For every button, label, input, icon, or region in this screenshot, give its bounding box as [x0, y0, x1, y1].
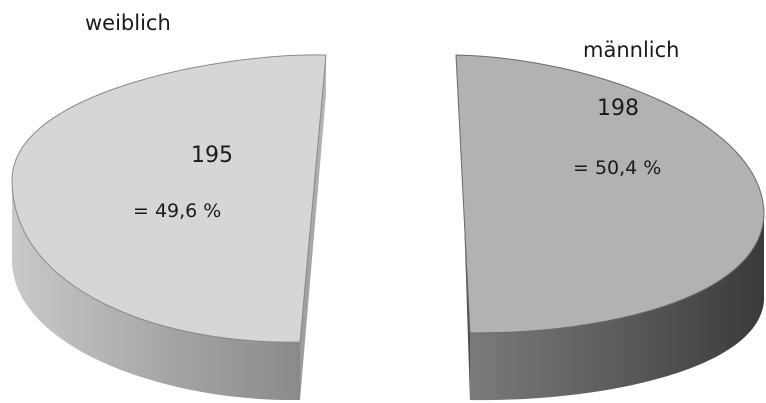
slice-weiblich-cut-face	[300, 55, 326, 400]
pie-slice-maennlich	[455, 54, 765, 401]
category-label-maennlich: männlich	[583, 38, 679, 62]
value-label-weiblich: 195	[191, 143, 233, 168]
pie-slice-weiblich	[11, 54, 327, 401]
slice-weiblich-top	[11, 54, 327, 343]
percent-label-maennlich: = 50,4 %	[573, 157, 661, 179]
slice-maennlich-side	[470, 215, 764, 401]
percent-label-weiblich: = 49,6 %	[133, 200, 221, 222]
slice-maennlich-top	[455, 54, 765, 334]
category-label-weiblich: weiblich	[85, 11, 171, 35]
value-label-maennlich: 198	[597, 96, 639, 121]
slice-weiblich-side	[12, 180, 300, 401]
